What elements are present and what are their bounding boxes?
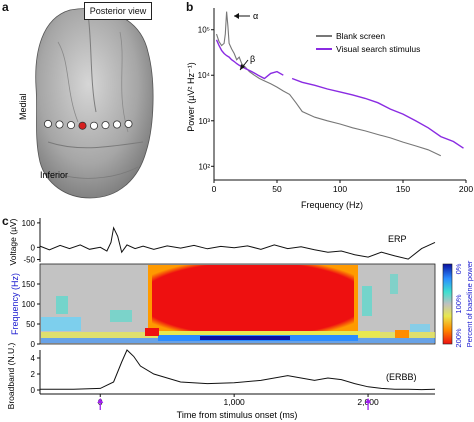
spectrum-xlabel: Frequency (Hz) bbox=[301, 200, 363, 210]
panel-label-b: b bbox=[186, 0, 194, 14]
broadband-trace bbox=[40, 349, 436, 391]
colorbar-label: Percent of baseline power bbox=[465, 260, 474, 347]
spectrum-legend: Blank screen Visual search stimulus bbox=[316, 31, 420, 54]
electrode-0 bbox=[44, 119, 53, 128]
alpha-annotation: α bbox=[234, 11, 258, 21]
spectrum-series-0 bbox=[215, 11, 442, 157]
spectrum-ytick-label-2: 10⁴ bbox=[198, 71, 211, 80]
spectrogram-ytick-label-3: 150 bbox=[22, 280, 36, 289]
electrode-2 bbox=[67, 121, 76, 130]
stimulus-arrowhead-0 bbox=[97, 398, 104, 403]
broadband-ytick-label-0: 0 bbox=[31, 386, 36, 395]
broadband-xtick-label-1: 1,000 bbox=[224, 397, 246, 407]
spectrum-xtick-label-3: 150 bbox=[396, 184, 410, 194]
spectrum-ylabel: Power (µV² Hz⁻¹) bbox=[186, 62, 196, 131]
colorbar bbox=[442, 263, 453, 345]
brain-figure: Medial Inferior bbox=[18, 8, 154, 199]
spectrogram-yaxis: 0 50 100 150 bbox=[22, 280, 40, 349]
panel-label-a: a bbox=[2, 0, 9, 14]
spectrogram-ytick-label-1: 50 bbox=[26, 320, 35, 329]
medial-label: Medial bbox=[18, 93, 28, 120]
stimulus-arrowhead-1 bbox=[365, 398, 372, 403]
inferior-label: Inferior bbox=[40, 170, 68, 180]
svg-text:α: α bbox=[253, 11, 258, 21]
beta-annotation: β bbox=[239, 54, 255, 71]
broadband-ylabel: Broadband (N.U.) bbox=[6, 343, 16, 410]
time-xlabel: Time from stimulus onset (ms) bbox=[177, 410, 298, 420]
erp-ytick-label-1: 0 bbox=[31, 243, 36, 252]
erp-ytick-label-0: 100 bbox=[22, 219, 36, 228]
colorbar-tick-1: 100% bbox=[454, 294, 463, 314]
spectrum-xtick-label-0: 0 bbox=[212, 184, 217, 194]
spectrum-ytick-label-3: 10⁵ bbox=[198, 26, 210, 35]
posterior-view-label: Posterior view bbox=[84, 2, 152, 20]
broadband-ytick-label-2: 4 bbox=[31, 354, 36, 363]
voltage-ylabel: Voltage (µV) bbox=[8, 218, 18, 265]
erp-axes: 100 0 -50 bbox=[22, 218, 41, 265]
electrode-3 bbox=[78, 121, 87, 130]
stimulus-arrows bbox=[97, 398, 372, 410]
frequency-ylabel: Frequency (Hz) bbox=[10, 273, 20, 335]
electrode-strip bbox=[44, 119, 133, 130]
panel-label-c: c bbox=[2, 214, 9, 228]
erp-label: ERP bbox=[388, 234, 407, 244]
spectrum-xtick-label-2: 100 bbox=[333, 184, 347, 194]
electrode-7 bbox=[124, 119, 133, 128]
colorbar-tick-0: 0% bbox=[454, 263, 463, 274]
spectrogram-ytick-label-2: 100 bbox=[22, 300, 36, 309]
spectrum-xtick-label-1: 50 bbox=[272, 184, 282, 194]
legend-visual: Visual search stimulus bbox=[336, 44, 420, 54]
spectrogram-ytick-label-0: 0 bbox=[31, 340, 36, 349]
erbb-label: (ERBB) bbox=[386, 372, 417, 382]
spectrogram bbox=[39, 263, 436, 345]
spectrum-ytick-label-0: 10² bbox=[198, 162, 210, 171]
electrode-6 bbox=[113, 120, 122, 129]
spectrum-ytick-label-1: 10³ bbox=[198, 117, 210, 126]
electrode-1 bbox=[55, 120, 64, 129]
spectrum-xtick-label-4: 200 bbox=[459, 184, 473, 194]
broadband-ytick-label-1: 2 bbox=[31, 370, 36, 379]
time-frequency-figure: 100 0 -50 ERP Voltage (µV) 0 50 100 150 Frequ… bbox=[6, 218, 474, 420]
broadband-axes: 02401,0002,000 bbox=[31, 350, 435, 407]
electrode-4 bbox=[90, 121, 99, 130]
colorbar-tick-2: 200% bbox=[454, 328, 463, 348]
electrode-5 bbox=[101, 121, 110, 130]
erp-trace bbox=[39, 226, 436, 260]
svg-text:β: β bbox=[250, 54, 255, 64]
erp-ytick-label-2: -50 bbox=[23, 256, 35, 265]
legend-blank: Blank screen bbox=[336, 31, 385, 41]
spectrum-series-1 bbox=[215, 39, 464, 149]
